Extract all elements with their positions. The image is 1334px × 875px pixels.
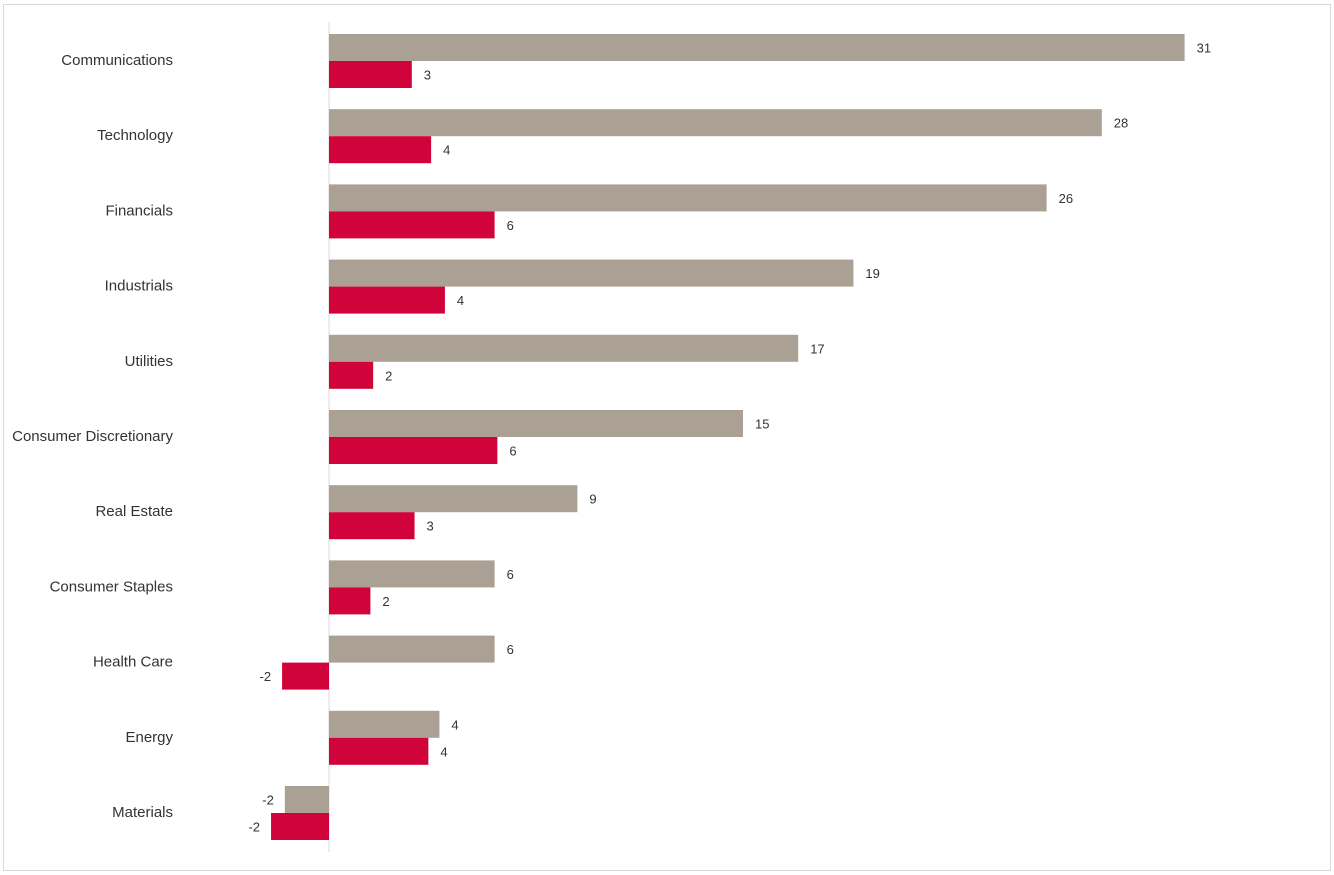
data-label-series-1: 6 — [507, 567, 514, 582]
data-label-series-2: 4 — [440, 744, 447, 759]
bar-series-2 — [329, 512, 415, 540]
bar-series-2 — [329, 737, 429, 765]
data-label-series-2: 3 — [424, 68, 431, 83]
category-label: Industrials — [105, 278, 173, 295]
bar-series-2 — [329, 587, 371, 615]
data-label-series-2: 2 — [385, 368, 392, 383]
bar-series-2 — [329, 211, 495, 239]
bar-series-1 — [329, 334, 799, 362]
category-label: Communications — [61, 52, 173, 69]
category-label: Utilities — [125, 353, 173, 370]
data-label-series-1: 19 — [865, 266, 879, 281]
chart-frame — [3, 4, 1331, 871]
data-label-series-2: -2 — [248, 820, 260, 835]
data-label-series-1: 17 — [810, 341, 824, 356]
data-label-series-1: 31 — [1197, 41, 1211, 56]
bar-series-1 — [284, 786, 329, 813]
category-label: Consumer Staples — [50, 578, 173, 595]
bar-series-2 — [329, 136, 432, 164]
bar-series-2 — [271, 813, 329, 840]
category-label: Technology — [97, 127, 173, 144]
category-label: Health Care — [93, 654, 173, 671]
data-label-series-1: 15 — [755, 417, 769, 432]
data-label-series-1: 9 — [589, 492, 596, 507]
category-label: Energy — [125, 729, 173, 746]
data-label-series-1: 4 — [451, 717, 458, 732]
category-label: Real Estate — [95, 503, 173, 520]
data-label-series-2: 2 — [382, 594, 389, 609]
bar-series-1 — [329, 184, 1047, 212]
data-label-series-1: 6 — [507, 642, 514, 657]
bar-series-2 — [329, 61, 412, 88]
data-label-series-1: 26 — [1059, 191, 1073, 206]
category-label: Financials — [105, 202, 173, 219]
bar-series-1 — [329, 635, 495, 663]
bar-series-1 — [329, 560, 495, 588]
category-label: Consumer Discretionary — [12, 428, 173, 445]
data-label-series-2: -2 — [260, 669, 272, 684]
bar-series-1 — [329, 259, 854, 287]
data-label-series-2: 4 — [457, 293, 464, 308]
bar-series-1 — [329, 485, 578, 513]
bar-series-2 — [282, 662, 329, 690]
data-label-series-1: -2 — [262, 793, 274, 808]
data-label-series-1: 28 — [1114, 116, 1128, 131]
data-label-series-2: 3 — [427, 519, 434, 534]
bar-series-2 — [329, 286, 445, 314]
bar-series-1 — [329, 109, 1102, 137]
bar-series-1 — [329, 34, 1185, 61]
bar-series-1 — [329, 410, 743, 437]
bar-series-2 — [329, 437, 498, 464]
data-label-series-2: 6 — [507, 218, 514, 233]
data-label-series-2: 4 — [443, 143, 450, 158]
data-label-series-2: 6 — [509, 444, 516, 459]
category-label: Materials — [112, 804, 173, 821]
bar-series-2 — [329, 361, 374, 389]
bar-series-1 — [329, 710, 440, 738]
